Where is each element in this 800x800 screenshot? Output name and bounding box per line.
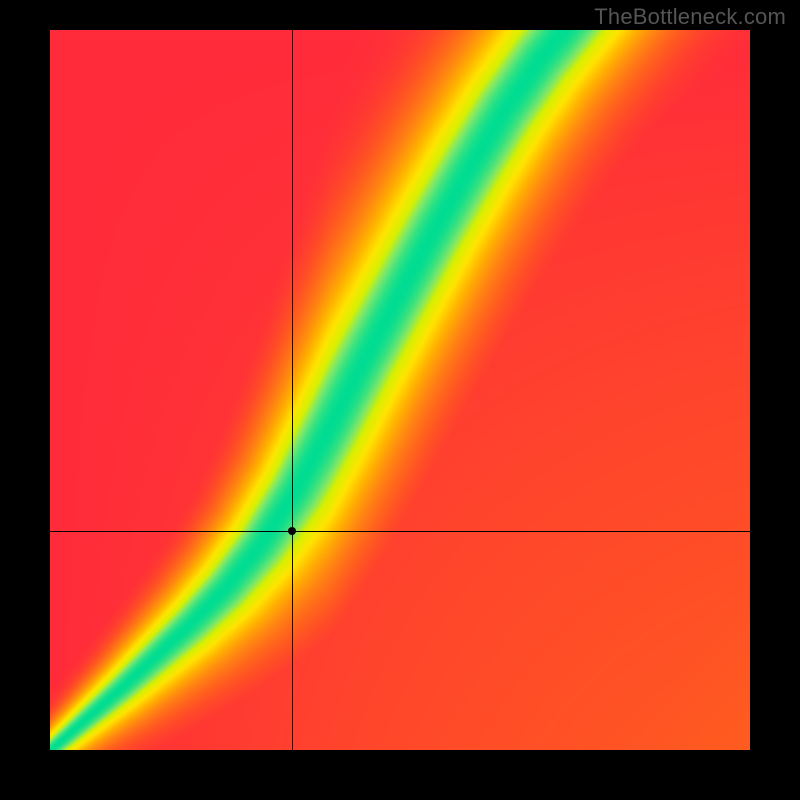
watermark-text: TheBottleneck.com xyxy=(594,4,786,30)
heatmap-canvas xyxy=(50,30,750,750)
heatmap-plot xyxy=(50,30,750,750)
